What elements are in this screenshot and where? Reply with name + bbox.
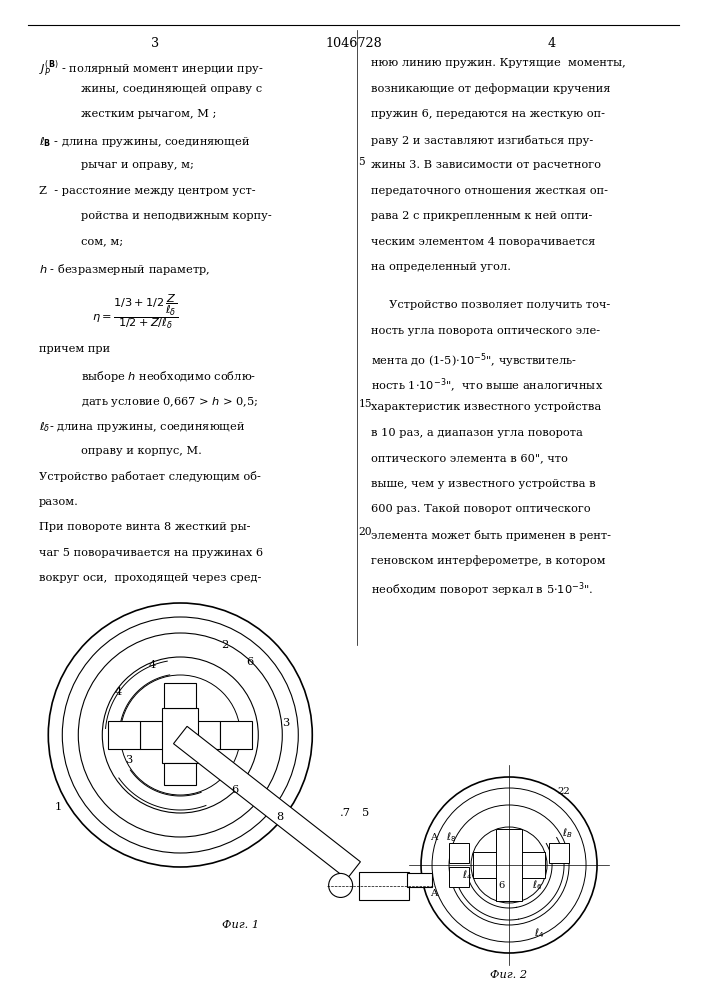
Text: ность 1$\cdot 10^{-3}$",  что выше аналогичных: ность 1$\cdot 10^{-3}$", что выше аналог… xyxy=(371,377,604,395)
Text: 5: 5 xyxy=(362,808,369,818)
Text: 3: 3 xyxy=(124,755,132,765)
Text: необходим поворот зеркал в 5$\cdot 10^{-3}$".: необходим поворот зеркал в 5$\cdot 10^{-… xyxy=(371,581,593,599)
Text: 600 раз. Такой поворот оптического: 600 раз. Такой поворот оптического xyxy=(371,504,591,514)
Text: 2: 2 xyxy=(222,640,229,650)
Text: жестким рычагом, М ;: жестким рычагом, М ; xyxy=(81,109,216,119)
Text: жины 3. В зависимости от расчетного: жины 3. В зависимости от расчетного xyxy=(371,160,601,170)
Text: передаточного отношения жесткая оп-: передаточного отношения жесткая оп- xyxy=(371,186,608,196)
Text: характеристик известного устройства: характеристик известного устройства xyxy=(371,402,602,412)
Text: 3: 3 xyxy=(281,718,289,728)
Text: разом.: разом. xyxy=(39,497,78,507)
Text: 4: 4 xyxy=(547,37,556,50)
Text: .7: .7 xyxy=(340,808,351,818)
Text: $\ell_{\delta}$- длина пружины, соединяющей: $\ell_{\delta}$- длина пружины, соединяю… xyxy=(39,420,245,434)
Text: мента до (1-5)$\cdot 10^{-5}$", чувствитель-: мента до (1-5)$\cdot 10^{-5}$", чувствит… xyxy=(371,351,578,370)
Text: 20: 20 xyxy=(358,527,372,537)
Text: A: A xyxy=(431,888,438,898)
Text: ность угла поворота оптического эле-: ность угла поворота оптического эле- xyxy=(371,326,600,336)
Text: 3: 3 xyxy=(151,37,160,50)
Circle shape xyxy=(158,713,202,757)
Text: дать условие 0,667 > $h$ > 0,5;: дать условие 0,667 > $h$ > 0,5; xyxy=(81,395,259,409)
Text: Устройство работает следующим об-: Устройство работает следующим об- xyxy=(39,471,261,482)
Text: выборе $h$ необходимо соблю-: выборе $h$ необходимо соблю- xyxy=(81,369,257,384)
Bar xyxy=(496,829,522,901)
Bar xyxy=(140,721,221,749)
Text: ческим элементом 4 поворачивается: ческим элементом 4 поворачивается xyxy=(371,237,595,247)
Bar xyxy=(473,852,545,878)
Polygon shape xyxy=(173,726,361,879)
Bar xyxy=(108,721,140,749)
Bar xyxy=(449,843,469,863)
Text: оптического элемента в 60", что: оптического элемента в 60", что xyxy=(371,453,568,463)
Text: сом, м;: сом, м; xyxy=(81,237,124,247)
Text: Фиг. 1: Фиг. 1 xyxy=(222,920,259,930)
Text: нюю линию пружин. Крутящие  моменты,: нюю линию пружин. Крутящие моменты, xyxy=(371,58,626,68)
Bar xyxy=(164,762,197,784)
Text: оправу и корпус, М.: оправу и корпус, М. xyxy=(81,446,202,456)
Text: вокруг оси,  проходящей через сред-: вокруг оси, проходящей через сред- xyxy=(39,573,262,583)
Text: рычаг и оправу, м;: рычаг и оправу, м; xyxy=(81,160,194,170)
Bar xyxy=(549,843,569,863)
Text: 6: 6 xyxy=(232,785,239,795)
Circle shape xyxy=(329,873,353,897)
Text: 4: 4 xyxy=(148,660,156,670)
Text: $\eta=\dfrac{1/3+1/2\,\dfrac{Z}{\ell_\delta}}{1/2+Z/\ell_\delta}$: $\eta=\dfrac{1/3+1/2\,\dfrac{Z}{\ell_\de… xyxy=(92,293,178,331)
Text: $\ell_4$: $\ell_4$ xyxy=(462,868,472,882)
Bar xyxy=(407,873,432,887)
Text: 6: 6 xyxy=(498,880,504,890)
Bar xyxy=(164,682,197,708)
Text: Устройство позволяет получить точ-: Устройство позволяет получить точ- xyxy=(371,300,610,310)
Text: 5: 5 xyxy=(358,157,366,167)
Text: жины, соединяющей оправу с: жины, соединяющей оправу с xyxy=(81,84,262,94)
Text: $\ell_8$: $\ell_8$ xyxy=(446,830,456,844)
Text: 1: 1 xyxy=(54,802,62,812)
Text: $\ell_{\mathbf{B}}$ - длина пружины, соединяющей: $\ell_{\mathbf{B}}$ - длина пружины, сое… xyxy=(39,135,250,149)
Text: 22: 22 xyxy=(558,788,571,796)
Bar xyxy=(358,872,409,900)
Text: чаг 5 поворачивается на пружинах 6: чаг 5 поворачивается на пружинах 6 xyxy=(39,548,263,558)
Text: элемента может быть применен в рент-: элемента может быть применен в рент- xyxy=(371,530,611,541)
Text: ройства и неподвижным корпу-: ройства и неподвижным корпу- xyxy=(81,211,272,221)
Text: 1046728: 1046728 xyxy=(325,37,382,50)
Text: $\ell_4$: $\ell_4$ xyxy=(534,926,544,940)
Text: 6: 6 xyxy=(247,657,254,667)
Text: возникающие от деформации кручения: возникающие от деформации кручения xyxy=(371,84,611,94)
Text: на определенный угол.: на определенный угол. xyxy=(371,262,511,272)
Text: $\ell_B$: $\ell_B$ xyxy=(561,826,573,840)
Text: раву 2 и заставляют изгибаться пру-: раву 2 и заставляют изгибаться пру- xyxy=(371,135,593,146)
Text: При повороте винта 8 жесткий ры-: При повороте винта 8 жесткий ры- xyxy=(39,522,250,532)
Bar xyxy=(163,707,198,762)
Bar xyxy=(449,867,469,887)
Text: 4: 4 xyxy=(115,687,122,697)
Text: рава 2 с прикрепленным к ней опти-: рава 2 с прикрепленным к ней опти- xyxy=(371,211,592,221)
Text: пружин 6, передаются на жесткую оп-: пружин 6, передаются на жесткую оп- xyxy=(371,109,605,119)
Text: причем при: причем при xyxy=(39,344,110,354)
Text: $\ell_6$: $\ell_6$ xyxy=(532,878,542,892)
Bar xyxy=(221,721,252,749)
Text: геновском интерферометре, в котором: геновском интерферометре, в котором xyxy=(371,555,606,566)
Text: $J_P^{(\mathbf{B})}$ - полярный момент инерции пру-: $J_P^{(\mathbf{B})}$ - полярный момент и… xyxy=(39,58,264,79)
Text: A: A xyxy=(431,832,438,842)
Text: Фиг. 2: Фиг. 2 xyxy=(491,970,527,980)
Text: 15: 15 xyxy=(358,399,372,409)
Text: в 10 раз, а диапазон угла поворота: в 10 раз, а диапазон угла поворота xyxy=(371,428,583,438)
Text: $h$ - безразмерный параметр,: $h$ - безразмерный параметр, xyxy=(39,262,210,277)
Text: 8: 8 xyxy=(276,812,284,822)
Text: Z  - расстояние между центром уст-: Z - расстояние между центром уст- xyxy=(39,186,255,196)
Text: выше, чем у известного устройства в: выше, чем у известного устройства в xyxy=(371,479,596,489)
